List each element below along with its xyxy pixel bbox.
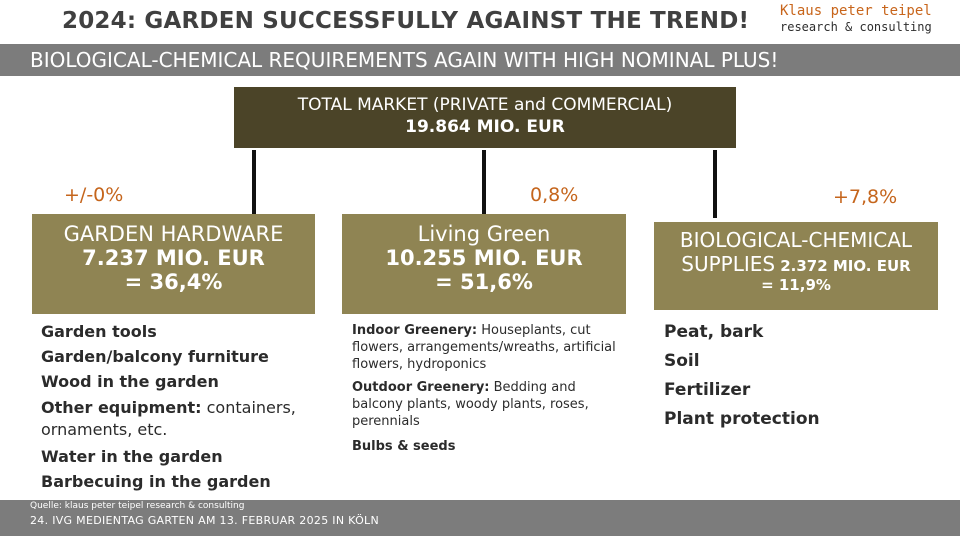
segment-value: 7.237 MIO. EUR: [82, 246, 265, 270]
list-item: Wood in the garden: [41, 372, 219, 391]
segment-name: Living Green: [417, 222, 551, 246]
connector-hardware: [252, 150, 256, 214]
change-hardware: +/-0%: [64, 184, 124, 206]
list-item: Plant protection: [664, 409, 820, 429]
hardware-item-list: Garden tools Garden/balcony furniture Wo…: [41, 322, 321, 491]
total-market-value: 19.864 MIO. EUR: [405, 117, 565, 137]
change-living-green: 0,8%: [530, 184, 579, 206]
total-market-label: TOTAL MARKET (PRIVATE and COMMERCIAL): [297, 95, 673, 115]
list-item: Fertilizer: [664, 380, 751, 400]
list-item: Water in the garden: [41, 447, 223, 466]
list-item: Indoor Greenery: Houseplants, cut flower…: [352, 323, 616, 372]
event-note: 24. IVG MEDIENTAG GARTEN AM 13. FEBRUAR …: [30, 514, 379, 527]
segment-name-row: SUPPLIES 2.372 MIO. EUR: [654, 252, 938, 276]
connector-biochem: [713, 150, 717, 218]
segment-biological-chemical: BIOLOGICAL-CHEMICAL SUPPLIES 2.372 MIO. …: [654, 222, 938, 310]
company-logo: Klaus peter teipel research & consulting: [780, 3, 950, 35]
logo-tagline: research & consulting: [780, 20, 932, 34]
list-item: Bulbs & seeds: [352, 439, 456, 454]
list-item: Soil: [664, 351, 700, 371]
segment-value: 10.255 MIO. EUR: [385, 246, 583, 270]
segment-name: GARDEN HARDWARE: [63, 222, 284, 246]
list-item: Outdoor Greenery: Bedding and balcony pl…: [352, 380, 589, 429]
list-item: Barbecuing in the garden: [41, 472, 271, 491]
source-note: Quelle: klaus peter teipel research & co…: [30, 501, 245, 511]
change-biochem: +7,8%: [833, 186, 898, 208]
footer-bar: Quelle: klaus peter teipel research & co…: [0, 500, 960, 536]
segment-share: = 51,6%: [435, 270, 533, 294]
segment-value: 2.372 MIO. EUR: [780, 257, 911, 275]
segment-living-green: Living Green 10.255 MIO. EUR = 51,6%: [342, 214, 626, 314]
segment-share: = 36,4%: [124, 270, 223, 294]
list-item: Garden/balcony furniture: [41, 347, 269, 366]
biochem-item-list: Peat, bark Soil Fertilizer Plant protect…: [664, 322, 934, 429]
list-item: Peat, bark: [664, 322, 764, 342]
logo-name: Klaus peter teipel: [780, 3, 932, 19]
living-green-item-list: Indoor Greenery: Houseplants, cut flower…: [352, 322, 624, 455]
list-item: Garden tools: [41, 322, 157, 341]
list-item: Other equipment: containers, ornaments, …: [41, 398, 296, 439]
page-title: 2024: GARDEN SUCCESSFULLY AGAINST THE TR…: [62, 8, 750, 34]
segment-name: BIOLOGICAL-CHEMICAL: [679, 228, 913, 252]
connector-living-green: [482, 150, 486, 214]
segment-name-line2: SUPPLIES: [681, 252, 776, 276]
total-market-box: TOTAL MARKET (PRIVATE and COMMERCIAL) 19…: [234, 87, 736, 148]
subtitle-bar: BIOLOGICAL-CHEMICAL REQUIREMENTS AGAIN W…: [0, 44, 960, 76]
segment-share: = 11,9%: [761, 276, 831, 294]
segment-garden-hardware: GARDEN HARDWARE 7.237 MIO. EUR = 36,4%: [32, 214, 315, 314]
